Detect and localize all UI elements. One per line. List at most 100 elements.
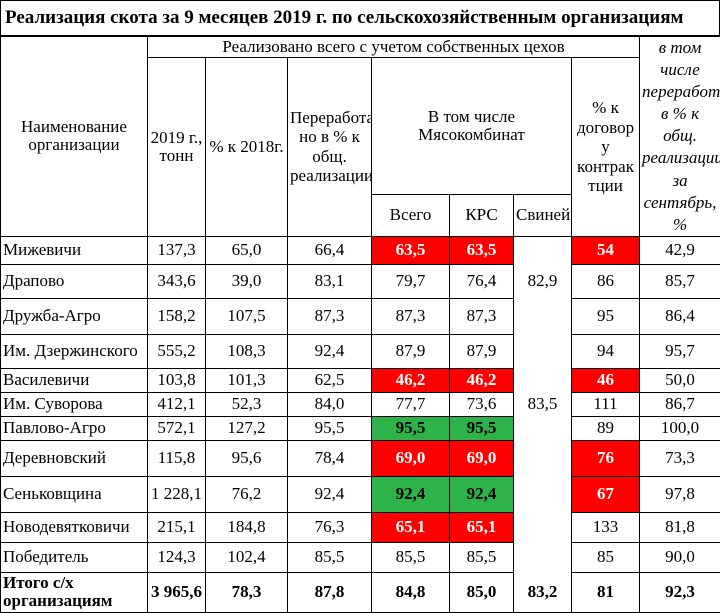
total-row: Итого с/х организациям 3 965,6 78,3 87,8… bbox=[1, 572, 720, 612]
table-row: Мижевичи 137,3 65,0 66,4 63,5 63,5 54 42… bbox=[1, 236, 720, 264]
cell-contract: 94 bbox=[572, 334, 640, 368]
cell-processing: 92,4 bbox=[288, 334, 372, 368]
cell-krs: 92,4 bbox=[450, 476, 514, 512]
cell-total: 79,7 bbox=[372, 264, 450, 298]
cell-september: 81,8 bbox=[640, 512, 720, 542]
table-row: Им. Дзержинского 555,2 108,3 92,4 87,9 8… bbox=[1, 334, 720, 368]
cell-pigs bbox=[514, 476, 572, 512]
cell-2019: 572,1 bbox=[148, 416, 206, 440]
cell-pct2018: 184,8 bbox=[206, 512, 288, 542]
cell-processing: 95,5 bbox=[288, 416, 372, 440]
total-contract: 81 bbox=[572, 572, 640, 612]
org-name: Дружба-Агро bbox=[1, 298, 148, 334]
header-contract: % к договор у контрак тции bbox=[572, 58, 640, 237]
total-label: Итого с/х организациям bbox=[1, 572, 148, 612]
cell-september: 73,3 bbox=[640, 440, 720, 476]
cell-pct2018: 101,3 bbox=[206, 368, 288, 392]
cell-total: 87,3 bbox=[372, 298, 450, 334]
header-september: в том числе переработано в % к общ. реал… bbox=[640, 37, 720, 237]
cell-2019: 1 228,1 bbox=[148, 476, 206, 512]
table-row: Новодевятковичи 215,1 184,8 76,3 65,1 65… bbox=[1, 512, 720, 542]
cell-processing: 92,4 bbox=[288, 476, 372, 512]
cell-september: 90,0 bbox=[640, 542, 720, 572]
cell-pct2018: 108,3 bbox=[206, 334, 288, 368]
document-page: Реализация скота за 9 месяцев 2019 г. по… bbox=[0, 0, 720, 540]
cell-contract: 67 bbox=[572, 476, 640, 512]
header-in-number-label: В том числе bbox=[374, 108, 569, 126]
org-name: Им. Суворова bbox=[1, 392, 148, 416]
cell-2019: 103,8 bbox=[148, 368, 206, 392]
cell-pct2018: 39,0 bbox=[206, 264, 288, 298]
cell-pigs: 82,9 bbox=[514, 264, 572, 298]
cell-processing: 87,3 bbox=[288, 298, 372, 334]
cell-total: 69,0 bbox=[372, 440, 450, 476]
cell-contract: 95 bbox=[572, 298, 640, 334]
cell-total: 65,1 bbox=[372, 512, 450, 542]
org-name: Победитель bbox=[1, 542, 148, 572]
cell-krs: 87,3 bbox=[450, 298, 514, 334]
table-row: Деревновский 115,8 95,6 78,4 69,0 69,0 7… bbox=[1, 440, 720, 476]
cell-2019: 555,2 bbox=[148, 334, 206, 368]
cell-krs: 69,0 bbox=[450, 440, 514, 476]
table-row: Дружба-Агро 158,2 107,5 87,3 87,3 87,3 9… bbox=[1, 298, 720, 334]
cell-total: 85,5 bbox=[372, 542, 450, 572]
cell-september: 85,7 bbox=[640, 264, 720, 298]
cell-pigs bbox=[514, 512, 572, 542]
cell-pigs bbox=[514, 542, 572, 572]
cell-processing: 78,4 bbox=[288, 440, 372, 476]
org-name: Мижевичи bbox=[1, 236, 148, 264]
total-processing: 87,8 bbox=[288, 572, 372, 612]
org-name: Им. Дзержинского bbox=[1, 334, 148, 368]
cell-contract: 86 bbox=[572, 264, 640, 298]
cell-krs: 87,9 bbox=[450, 334, 514, 368]
header-krs: КРС bbox=[450, 194, 514, 236]
org-name: Драпово bbox=[1, 264, 148, 298]
cell-total: 77,7 bbox=[372, 392, 450, 416]
header-total: Всего bbox=[372, 194, 450, 236]
cell-pct2018: 52,3 bbox=[206, 392, 288, 416]
cell-total: 63,5 bbox=[372, 236, 450, 264]
cell-pct2018: 127,2 bbox=[206, 416, 288, 440]
cell-contract: 89 bbox=[572, 416, 640, 440]
cell-processing: 62,5 bbox=[288, 368, 372, 392]
header-processing: Переработа но в % к общ. реализации bbox=[288, 58, 372, 237]
cell-pct2018: 76,2 bbox=[206, 476, 288, 512]
cell-krs: 76,4 bbox=[450, 264, 514, 298]
header-meatplant-label: Мясокомбинат bbox=[374, 126, 569, 144]
header-in-number: В том числе Мясокомбинат bbox=[372, 58, 572, 195]
cell-pigs bbox=[514, 298, 572, 334]
cell-september: 86,7 bbox=[640, 392, 720, 416]
table-row: Сеньковщина 1 228,1 76,2 92,4 92,4 92,4 … bbox=[1, 476, 720, 512]
cell-total: 46,2 bbox=[372, 368, 450, 392]
cell-2019: 137,3 bbox=[148, 236, 206, 264]
cell-total: 95,5 bbox=[372, 416, 450, 440]
table-row: Василевичи 103,8 101,3 62,5 46,2 46,2 46… bbox=[1, 368, 720, 392]
cell-pigs bbox=[514, 236, 572, 264]
cell-september: 50,0 bbox=[640, 368, 720, 392]
cell-contract: 133 bbox=[572, 512, 640, 542]
total-krs: 85,0 bbox=[450, 572, 514, 612]
cell-september: 100,0 bbox=[640, 416, 720, 440]
cell-contract: 111 bbox=[572, 392, 640, 416]
cell-pigs bbox=[514, 440, 572, 476]
total-2019: 3 965,6 bbox=[148, 572, 206, 612]
cell-pigs bbox=[514, 368, 572, 392]
cell-pigs bbox=[514, 416, 572, 440]
table-row: Победитель 124,3 102,4 85,5 85,5 85,5 85… bbox=[1, 542, 720, 572]
org-name: Деревновский bbox=[1, 440, 148, 476]
header-2019-tonnes: 2019 г., тонн bbox=[148, 58, 206, 237]
cell-pct2018: 65,0 bbox=[206, 236, 288, 264]
cell-pigs bbox=[514, 334, 572, 368]
cell-2019: 115,8 bbox=[148, 440, 206, 476]
cell-processing: 76,3 bbox=[288, 512, 372, 542]
cell-pct2018: 107,5 bbox=[206, 298, 288, 334]
table-row: Им. Суворова 412,1 52,3 84,0 77,7 73,6 8… bbox=[1, 392, 720, 416]
cell-2019: 343,6 bbox=[148, 264, 206, 298]
cell-processing: 84,0 bbox=[288, 392, 372, 416]
cell-september: 97,8 bbox=[640, 476, 720, 512]
header-org-name: Наименование организации bbox=[1, 37, 148, 237]
cell-processing: 83,1 bbox=[288, 264, 372, 298]
org-name: Павлово-Агро bbox=[1, 416, 148, 440]
cell-september: 95,7 bbox=[640, 334, 720, 368]
cell-total: 92,4 bbox=[372, 476, 450, 512]
